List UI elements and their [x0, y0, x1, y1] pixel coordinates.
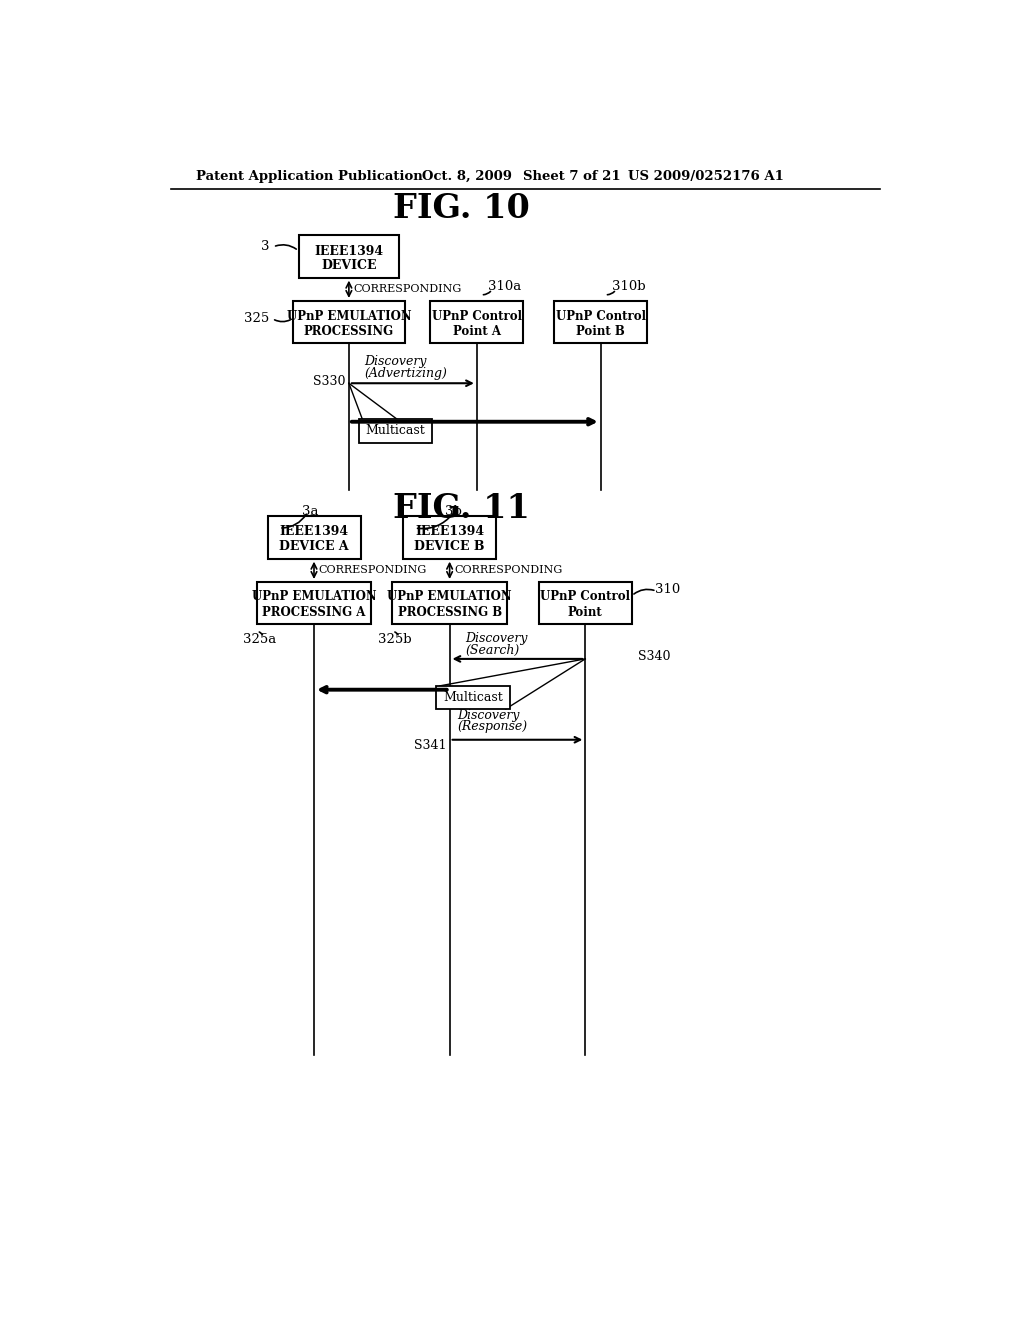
Text: DEVICE A: DEVICE A	[280, 540, 349, 553]
Text: 310b: 310b	[612, 280, 646, 293]
Text: PROCESSING: PROCESSING	[304, 325, 394, 338]
Bar	[257, 582, 372, 624]
Text: S340: S340	[638, 649, 671, 663]
Bar	[392, 582, 507, 624]
Text: 325b: 325b	[378, 634, 412, 647]
Text: S341: S341	[414, 739, 446, 752]
Text: S330: S330	[313, 375, 346, 388]
Text: Discovery: Discovery	[365, 355, 427, 368]
Text: CORRESPONDING: CORRESPONDING	[455, 565, 562, 576]
Bar	[358, 420, 432, 442]
Text: Oct. 8, 2009: Oct. 8, 2009	[423, 169, 512, 182]
Text: (Response): (Response)	[458, 721, 527, 733]
Text: Multicast: Multicast	[443, 690, 503, 704]
Text: Point B: Point B	[577, 325, 625, 338]
Text: DEVICE: DEVICE	[322, 260, 377, 272]
Text: (Search): (Search)	[465, 644, 519, 657]
Text: IEEE1394: IEEE1394	[280, 525, 348, 537]
Bar	[436, 686, 510, 709]
Text: UPnP Control: UPnP Control	[541, 590, 630, 603]
Text: PROCESSING A: PROCESSING A	[262, 606, 366, 619]
Text: 310a: 310a	[488, 280, 521, 293]
Text: UPnP Control: UPnP Control	[556, 310, 646, 323]
Text: 325a: 325a	[243, 634, 275, 647]
Text: Sheet 7 of 21: Sheet 7 of 21	[523, 169, 621, 182]
Text: Point A: Point A	[453, 325, 501, 338]
Text: 325: 325	[244, 312, 269, 325]
Text: DEVICE B: DEVICE B	[415, 540, 485, 553]
Text: IEEE1394: IEEE1394	[415, 525, 484, 537]
Bar	[293, 301, 406, 343]
Text: FIG. 11: FIG. 11	[393, 492, 529, 525]
Text: 3a: 3a	[302, 504, 318, 517]
Bar	[430, 301, 523, 343]
Bar	[299, 235, 399, 277]
Text: Patent Application Publication: Patent Application Publication	[197, 169, 423, 182]
Bar	[267, 516, 360, 558]
Text: UPnP EMULATION: UPnP EMULATION	[287, 310, 412, 323]
Text: Multicast: Multicast	[366, 425, 425, 437]
Text: IEEE1394: IEEE1394	[314, 246, 383, 257]
Text: UPnP Control: UPnP Control	[432, 310, 522, 323]
Text: UPnP EMULATION: UPnP EMULATION	[387, 590, 512, 603]
Text: US 2009/0252176 A1: US 2009/0252176 A1	[628, 169, 783, 182]
Text: Discovery: Discovery	[465, 632, 527, 645]
Bar	[403, 516, 496, 558]
Text: 310: 310	[655, 583, 680, 597]
Text: UPnP EMULATION: UPnP EMULATION	[252, 590, 376, 603]
Text: 3: 3	[261, 240, 270, 253]
Text: CORRESPONDING: CORRESPONDING	[318, 565, 427, 576]
Text: (Advertizing): (Advertizing)	[365, 367, 447, 380]
Text: Discovery: Discovery	[458, 709, 520, 722]
Text: 3b: 3b	[445, 504, 462, 517]
Text: CORRESPONDING: CORRESPONDING	[353, 284, 462, 294]
Text: Point: Point	[568, 606, 603, 619]
Text: PROCESSING B: PROCESSING B	[397, 606, 502, 619]
Bar	[554, 301, 647, 343]
Bar	[539, 582, 632, 624]
Text: FIG. 10: FIG. 10	[393, 191, 529, 224]
